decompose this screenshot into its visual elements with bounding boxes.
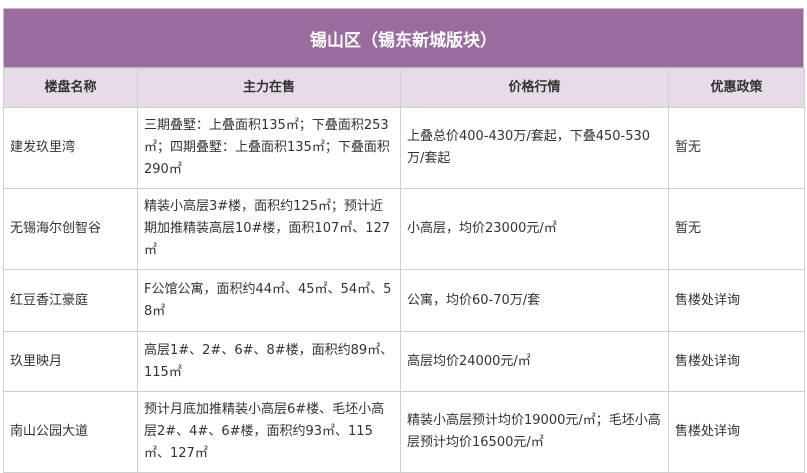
table-cell: 公寓，均价60-70万/套 — [400, 269, 669, 332]
table-cell: 售楼处详询 — [668, 391, 805, 473]
header-cell: 优惠政策 — [668, 68, 805, 108]
table-row: 南山公园大道 预计月底加推精装小高层6#楼、毛坯小高层2#、4#、6#楼，面积约9… — [3, 391, 805, 473]
table-cell: 高层1#、2#、6#、8#楼，面积约89㎡、115㎡ — [137, 331, 401, 392]
table-row: 无锡海尔创智谷 精装小高层3#楼，面积约125㎡；预计近期加推精装高层10#楼，面… — [3, 188, 805, 270]
table-cell: 红豆香江豪庭 — [3, 269, 138, 332]
table-cell: 售楼处详询 — [668, 269, 805, 332]
table-cell: 暂无 — [668, 188, 805, 270]
table-row: 玖里映月 高层1#、2#、6#、8#楼，面积约89㎡、115㎡ 高层均价24000元… — [3, 331, 805, 392]
header-row: 楼盘名称 主力在售 价格行情 优惠政策 — [3, 68, 805, 108]
table-cell: 高层均价24000元/㎡ — [400, 331, 669, 392]
table-cell: 暂无 — [668, 107, 805, 189]
table-cell: 三期叠墅：上叠面积135㎡；下叠面积253㎡；四期叠墅：上叠面积135㎡；下叠面… — [137, 107, 401, 189]
table-cell: 精装小高层3#楼，面积约125㎡；预计近期加推精装高层10#楼，面积107㎡、1… — [137, 188, 401, 270]
table-cell: 上叠总价400-430万/套起，下叠450-530万/套起 — [400, 107, 669, 189]
table-cell: 无锡海尔创智谷 — [3, 188, 138, 270]
header-cell: 楼盘名称 — [3, 68, 138, 108]
table-body: 建发玖里湾 三期叠墅：上叠面积135㎡；下叠面积253㎡；四期叠墅：上叠面积135… — [3, 107, 805, 473]
table-cell: F公馆公寓，面积约44㎡、45㎡、54㎡、58㎡ — [137, 269, 401, 332]
table-panel: 锡山区（锡东新城版块） 楼盘名称 主力在售 价格行情 优惠政策 建发玖里湾 三期叠墅：上… — [3, 8, 805, 473]
header-cell: 主力在售 — [137, 68, 401, 108]
table-cell: 小高层，均价23000元/㎡ — [400, 188, 669, 270]
table-cell: 南山公园大道 — [3, 391, 138, 473]
table-row: 红豆香江豪庭 F公馆公寓，面积约44㎡、45㎡、54㎡、58㎡ 公寓，均价60-70… — [3, 269, 805, 332]
table-title: 锡山区（锡东新城版块） — [3, 8, 804, 68]
table-cell: 售楼处详询 — [668, 331, 805, 392]
table-row: 建发玖里湾 三期叠墅：上叠面积135㎡；下叠面积253㎡；四期叠墅：上叠面积135… — [3, 107, 805, 189]
table-cell: 建发玖里湾 — [3, 107, 138, 189]
table-cell: 玖里映月 — [3, 331, 138, 392]
table-cell: 预计月底加推精装小高层6#楼、毛坯小高层2#、4#、6#楼，面积约93㎡、115… — [137, 391, 401, 473]
table-cell: 精装小高层预计均价19000元/㎡；毛坯小高层预计均价16500元/㎡ — [400, 391, 669, 473]
property-table: 楼盘名称 主力在售 价格行情 优惠政策 建发玖里湾 三期叠墅：上叠面积135㎡；下叠面积… — [3, 68, 805, 473]
header-cell: 价格行情 — [400, 68, 669, 108]
